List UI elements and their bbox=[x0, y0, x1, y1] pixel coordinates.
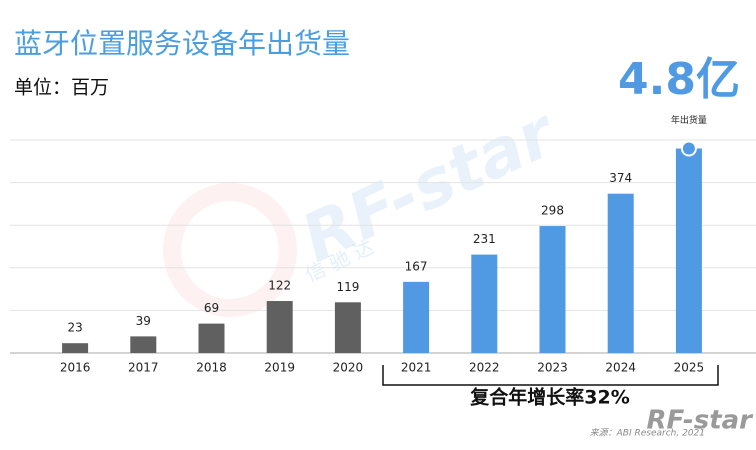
source: 来源：ABI Research, 2021 bbox=[590, 428, 705, 439]
value-label: 69 bbox=[204, 301, 219, 315]
x-tick-label: 2016 bbox=[60, 361, 91, 375]
x-tick-label: 2020 bbox=[333, 361, 364, 375]
bracket bbox=[382, 365, 719, 386]
bar bbox=[62, 343, 89, 353]
x-tick-label: 2023 bbox=[537, 361, 568, 375]
bar bbox=[266, 301, 293, 353]
value-label: 23 bbox=[67, 321, 82, 335]
highlight-dot bbox=[680, 140, 697, 157]
value-label: 122 bbox=[268, 279, 291, 293]
bar bbox=[675, 148, 702, 353]
bar bbox=[198, 323, 225, 353]
x-tick-label: 2025 bbox=[674, 361, 705, 375]
chart-title: 蓝牙位置服务设备年出货量 bbox=[14, 27, 350, 60]
x-tick-label: 2022 bbox=[469, 361, 500, 375]
bar bbox=[471, 254, 498, 353]
bar bbox=[403, 281, 430, 353]
bar bbox=[334, 302, 361, 353]
bar bbox=[607, 193, 634, 353]
chart-subtitle: 单位：百万 bbox=[14, 77, 109, 99]
value-label: 374 bbox=[609, 171, 632, 185]
logo: RF-star bbox=[646, 406, 754, 436]
value-label: 119 bbox=[336, 280, 359, 294]
x-tick-label: 2024 bbox=[605, 361, 636, 375]
bar bbox=[539, 226, 566, 353]
headline-value: 4.8亿 bbox=[618, 54, 740, 105]
value-label: 39 bbox=[136, 314, 151, 328]
x-tick-label: 2021 bbox=[401, 361, 432, 375]
value-label: 298 bbox=[541, 204, 564, 218]
value-label: 167 bbox=[405, 259, 428, 273]
highlight-label: 年出货量 bbox=[671, 114, 707, 126]
x-tick-label: 2018 bbox=[196, 361, 227, 375]
watermark-logo bbox=[163, 183, 297, 317]
x-tick-label: 2019 bbox=[264, 361, 295, 375]
bracket-label: 复合年增长率32% bbox=[469, 386, 629, 409]
x-tick-label: 2017 bbox=[128, 361, 159, 375]
bar bbox=[130, 336, 157, 353]
value-label: 231 bbox=[473, 232, 496, 246]
